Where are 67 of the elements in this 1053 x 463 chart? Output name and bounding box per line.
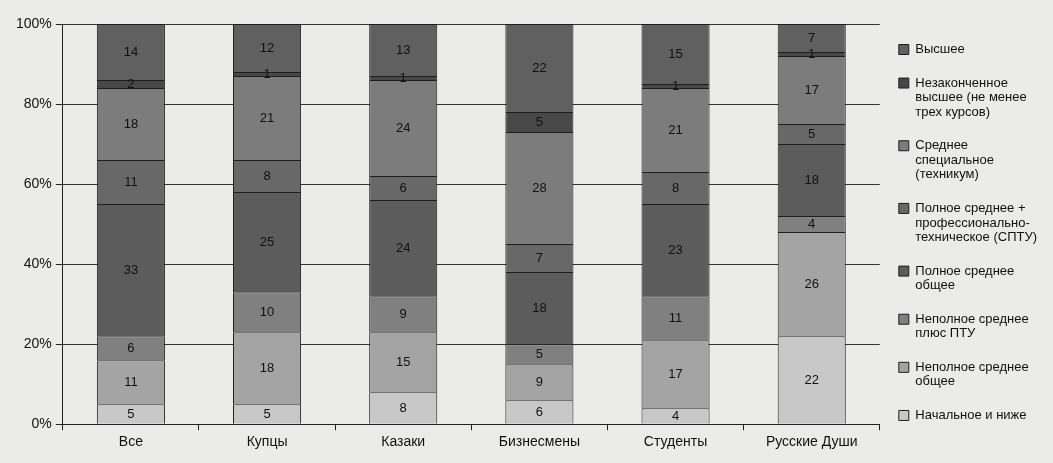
data-label: 18 (259, 359, 275, 375)
data-label: 2 (127, 75, 135, 91)
data-label: 5 (808, 125, 816, 141)
data-label: 9 (399, 305, 407, 321)
x-tick-label: Студенты (643, 433, 708, 450)
data-label: 14 (123, 43, 139, 59)
legend-label: Полное среднее + профессионально-техническое (СПТУ) (915, 200, 1038, 245)
data-label: 10 (259, 303, 275, 319)
data-label: 12 (259, 39, 275, 55)
data-label: 15 (395, 353, 411, 369)
x-tick-label: Все (118, 433, 144, 450)
data-label: 23 (668, 241, 683, 257)
data-label: 21 (668, 121, 683, 137)
legend-label: Неполное среднее общее (915, 358, 1029, 389)
data-label: 18 (804, 171, 819, 187)
x-tick-label: Купцы (246, 433, 288, 450)
x-tick-label: Казаки (381, 433, 426, 450)
data-label: 18 (123, 115, 139, 131)
data-label: 8 (263, 167, 271, 183)
y-tick-label: 100% (15, 14, 52, 31)
data-label: 28 (532, 179, 547, 195)
data-label: 6 (127, 339, 135, 355)
data-label: 11 (124, 173, 138, 189)
legend-label: Неполное среднее плюс ПТУ (915, 310, 1029, 341)
data-label: 15 (668, 45, 683, 61)
data-label: 1 (263, 65, 271, 81)
data-label: 1 (808, 45, 816, 61)
data-label: 6 (399, 179, 407, 195)
data-label: 11 (124, 373, 138, 389)
data-label: 9 (535, 373, 544, 389)
data-label: 21 (259, 109, 275, 125)
data-label: 4 (808, 215, 816, 231)
data-label: 22 (804, 371, 819, 387)
data-label: 26 (804, 275, 819, 291)
data-label: 24 (395, 119, 411, 135)
legend-label: Незаконченное высшее (не менее трех курсов) (915, 74, 1027, 119)
data-label: 17 (668, 365, 683, 381)
legend-label: Высшее (915, 41, 965, 57)
data-label: 22 (532, 59, 547, 75)
legend-label: Полное среднее общее (915, 262, 1015, 293)
data-label: 25 (259, 233, 275, 249)
data-label: 11 (668, 309, 683, 325)
data-label: 8 (399, 399, 407, 415)
data-label: 5 (127, 405, 135, 421)
legend-label: Начальное и ниже (915, 407, 1027, 423)
data-label: 5 (535, 345, 544, 361)
y-tick-label: 20% (23, 335, 52, 352)
legend-label: Среднее специальное (техникум) (915, 137, 995, 182)
x-tick-label: Бизнесмены (498, 433, 580, 450)
data-label: 24 (395, 239, 411, 255)
data-label: 7 (808, 29, 816, 45)
data-label: 4 (671, 407, 680, 423)
data-label: 6 (535, 403, 544, 419)
data-label: 33 (123, 261, 139, 277)
x-tick-label: Русские Души (765, 433, 858, 450)
y-tick-label: 60% (23, 174, 52, 191)
y-tick-label: 0% (31, 415, 52, 432)
data-label: 5 (263, 405, 271, 421)
data-label: 1 (399, 69, 407, 85)
data-label: 7 (535, 249, 544, 265)
y-tick-label: 40% (23, 254, 52, 271)
data-label: 17 (804, 81, 819, 97)
y-tick-label: 80% (23, 94, 52, 111)
data-label: 1 (671, 77, 680, 93)
data-label: 8 (671, 179, 680, 195)
data-label: 13 (395, 41, 411, 57)
data-label: 18 (532, 299, 547, 315)
